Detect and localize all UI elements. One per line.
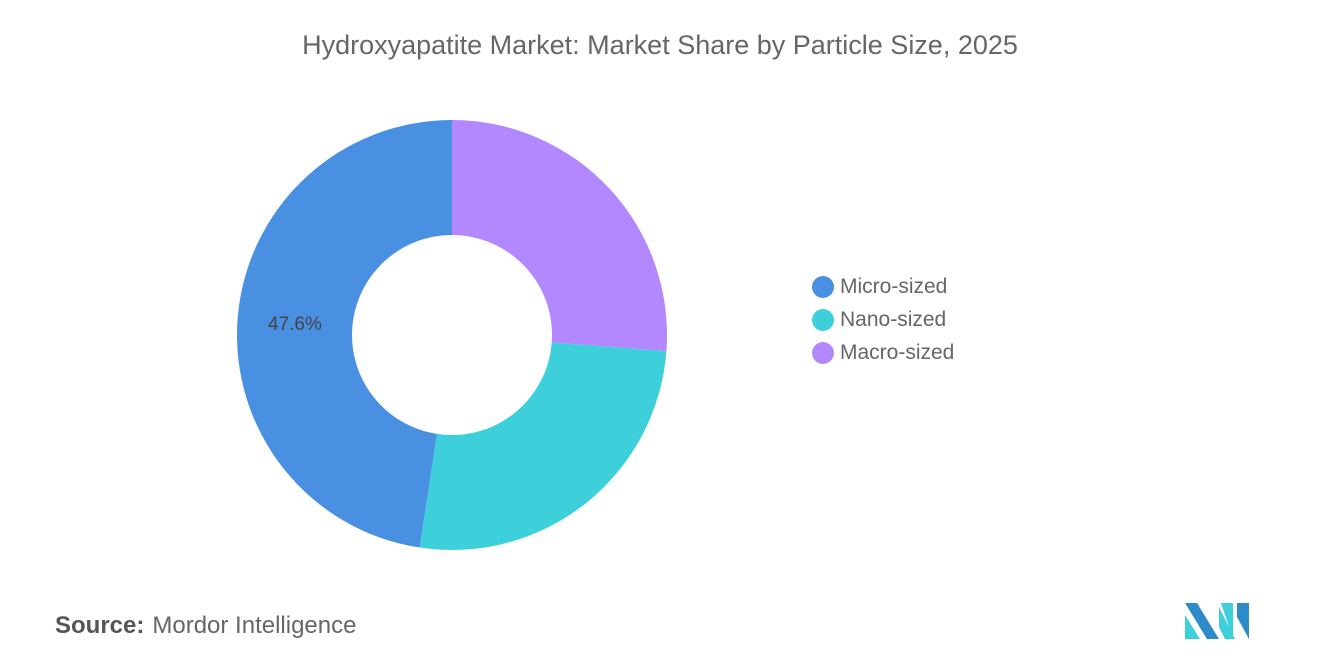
legend-label: Nano-sized	[840, 307, 947, 331]
legend-swatch	[812, 275, 834, 298]
legend-item-macro: Macro-sized	[812, 336, 954, 369]
data-label: 47.6%	[268, 314, 322, 335]
legend-item-nano: Nano-sized	[812, 303, 954, 336]
slice-macro-sized	[452, 120, 667, 352]
legend-label: Micro-sized	[840, 274, 948, 298]
source-value: Mordor Intelligence	[152, 612, 357, 639]
legend: Micro-sized Nano-sized Macro-sized	[812, 270, 954, 369]
slice-nano-sized	[419, 342, 667, 550]
slice-micro-sized	[237, 120, 452, 548]
legend-item-micro: Micro-sized	[812, 270, 954, 303]
legend-label: Macro-sized	[840, 340, 955, 364]
legend-swatch	[812, 341, 834, 364]
source-note: Source: Mordor Intelligence	[55, 612, 356, 640]
mordor-intelligence-logo	[1185, 603, 1249, 639]
chart-title: Hydroxyapatite Market: Market Share by P…	[302, 30, 1018, 60]
source-label: Source:	[55, 612, 145, 639]
legend-swatch	[812, 308, 834, 331]
